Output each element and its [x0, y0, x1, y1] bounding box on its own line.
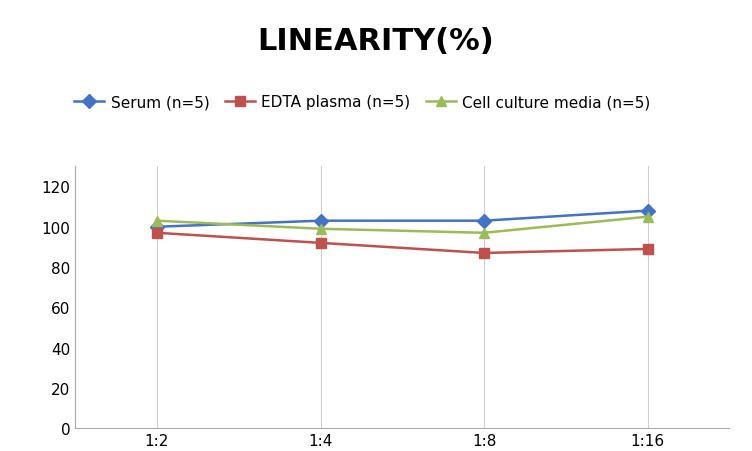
- Line: Serum (n=5): Serum (n=5): [152, 206, 653, 232]
- Serum (n=5): [643, 208, 652, 214]
- EDTA plasma (n=5): [316, 241, 325, 246]
- Serum (n=5): [153, 225, 162, 230]
- Serum (n=5): [480, 218, 489, 224]
- Text: LINEARITY(%): LINEARITY(%): [258, 27, 494, 56]
- Line: EDTA plasma (n=5): EDTA plasma (n=5): [152, 228, 653, 258]
- EDTA plasma (n=5): [153, 230, 162, 236]
- Cell culture media (n=5): [643, 215, 652, 220]
- Line: Cell culture media (n=5): Cell culture media (n=5): [152, 212, 653, 238]
- Serum (n=5): [316, 218, 325, 224]
- Cell culture media (n=5): [480, 230, 489, 236]
- Legend: Serum (n=5), EDTA plasma (n=5), Cell culture media (n=5): Serum (n=5), EDTA plasma (n=5), Cell cul…: [68, 89, 656, 116]
- EDTA plasma (n=5): [480, 251, 489, 256]
- EDTA plasma (n=5): [643, 247, 652, 252]
- Cell culture media (n=5): [316, 226, 325, 232]
- Cell culture media (n=5): [153, 218, 162, 224]
